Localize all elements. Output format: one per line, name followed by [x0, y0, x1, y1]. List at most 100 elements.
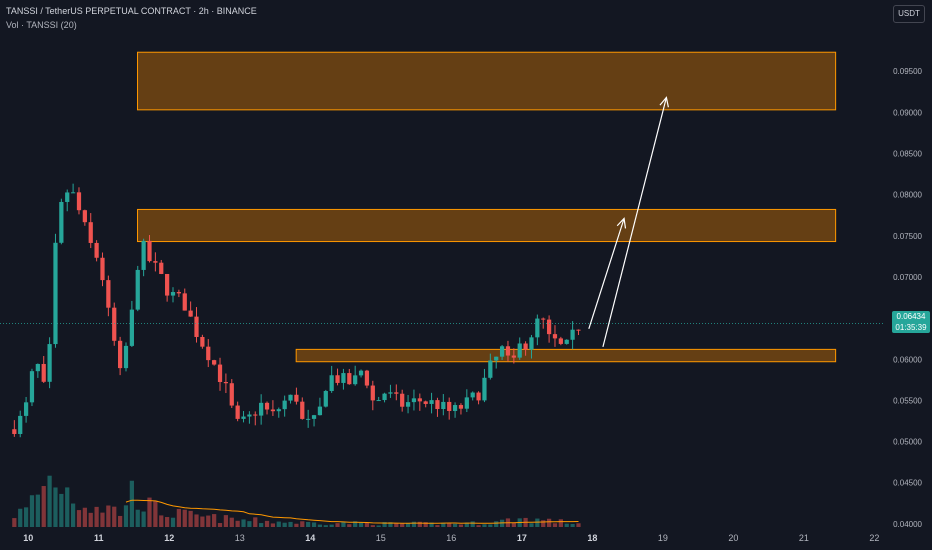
candle-body — [364, 370, 370, 386]
volume-ma-line — [125, 499, 579, 524]
candle-body — [23, 402, 29, 416]
candle-body — [259, 402, 264, 416]
volume-bar — [429, 522, 434, 527]
candle-body — [94, 242, 99, 258]
volume-bar — [41, 486, 46, 527]
y-tick-label: 0.04000 — [893, 520, 922, 529]
volume-bar — [182, 509, 187, 527]
volume-bar — [353, 521, 358, 527]
volume-bar — [558, 519, 563, 527]
candle-body — [535, 318, 540, 338]
volume-bar — [358, 522, 364, 527]
volume-bar — [552, 523, 558, 527]
candle-body — [88, 222, 93, 243]
volume-bar — [470, 521, 475, 527]
candle-body — [300, 401, 305, 419]
time-axis[interactable]: 10 11 12 13 14 15 16 17 18 19 20 21 22 — [23, 533, 879, 543]
candle-body — [323, 390, 328, 407]
price-axis[interactable]: 0.09500 0.09000 0.08500 0.08000 0.07500 0.070… — [893, 67, 922, 529]
candle-body — [129, 309, 134, 346]
volume-bar — [88, 512, 93, 527]
volume-bar — [435, 525, 440, 527]
volume-bar — [229, 517, 234, 527]
volume-bar — [206, 515, 211, 527]
volume-bar — [159, 515, 164, 527]
candle-body — [194, 316, 199, 337]
candle-body — [76, 192, 82, 211]
x-tick-label: 21 — [799, 533, 809, 543]
candle-body — [59, 201, 64, 243]
candle-body — [370, 385, 375, 401]
y-tick-label: 0.05000 — [893, 438, 922, 447]
volume-bar — [488, 524, 493, 527]
candle-body — [294, 394, 299, 402]
candle-body — [35, 363, 40, 372]
candle-body — [82, 210, 87, 223]
candle-body — [382, 393, 387, 401]
volume-bar — [388, 522, 393, 527]
volume-bar — [317, 524, 323, 527]
candle-body — [41, 363, 46, 382]
volume-bar — [70, 503, 76, 527]
candle-body — [253, 414, 258, 416]
candle-body — [12, 429, 17, 434]
candle-body — [264, 402, 270, 410]
volume-bar — [59, 493, 64, 527]
candle-body — [118, 340, 123, 369]
currency-button[interactable]: USDT — [893, 5, 925, 23]
x-tick-label: 10 — [23, 533, 33, 543]
volume-bar — [76, 510, 82, 527]
candle-body — [388, 392, 393, 394]
last-price-value: 0.06434 — [896, 312, 926, 321]
candle-body — [170, 292, 176, 296]
volume-indicator-label[interactable]: Vol · TANSSI (20) — [6, 20, 77, 30]
candle-body — [311, 415, 317, 419]
candle-body — [217, 364, 223, 383]
volume-bar — [400, 523, 405, 527]
candle-body — [400, 393, 405, 407]
candle-body — [47, 344, 52, 382]
volume-bar — [323, 525, 328, 527]
volume-bar — [47, 475, 52, 527]
volume-bar — [217, 523, 223, 527]
y-tick-label: 0.05500 — [893, 396, 922, 405]
arrow-1-head — [616, 217, 627, 229]
volume-bar — [294, 523, 299, 527]
volume-bar — [276, 521, 281, 527]
x-tick-label: 12 — [164, 533, 174, 543]
candle-body — [411, 398, 417, 403]
candle-body — [176, 292, 181, 294]
candle-body — [417, 398, 422, 402]
volume-bar — [194, 514, 199, 527]
candle-body — [29, 371, 35, 403]
candle-body — [464, 397, 469, 409]
candle-body — [229, 383, 234, 406]
volume-bar — [441, 522, 446, 527]
volume-bar — [329, 524, 334, 527]
candle-body — [499, 346, 505, 357]
volume-bar — [259, 523, 264, 527]
candle-body — [435, 400, 440, 410]
candle-body — [329, 375, 334, 391]
volume-bar — [411, 521, 417, 527]
candle-body — [212, 360, 217, 365]
volume-bar — [123, 505, 129, 527]
volume-bar — [188, 510, 193, 527]
volume-bar — [423, 522, 428, 527]
volume-bar — [247, 521, 252, 527]
x-tick-label: 14 — [305, 533, 315, 543]
candle-body — [276, 409, 281, 412]
x-tick-label: 16 — [446, 533, 456, 543]
candle-body — [159, 262, 164, 274]
candle-body — [517, 343, 522, 358]
volume-bar — [165, 517, 170, 527]
candle-body — [376, 400, 381, 402]
volume-bar — [106, 505, 111, 527]
volume-bar — [35, 494, 40, 527]
candle-body — [100, 257, 105, 281]
y-tick-label: 0.08500 — [893, 149, 922, 158]
volume-bar — [82, 507, 87, 527]
arrow-2-head — [659, 96, 669, 108]
candle-body — [511, 355, 516, 358]
